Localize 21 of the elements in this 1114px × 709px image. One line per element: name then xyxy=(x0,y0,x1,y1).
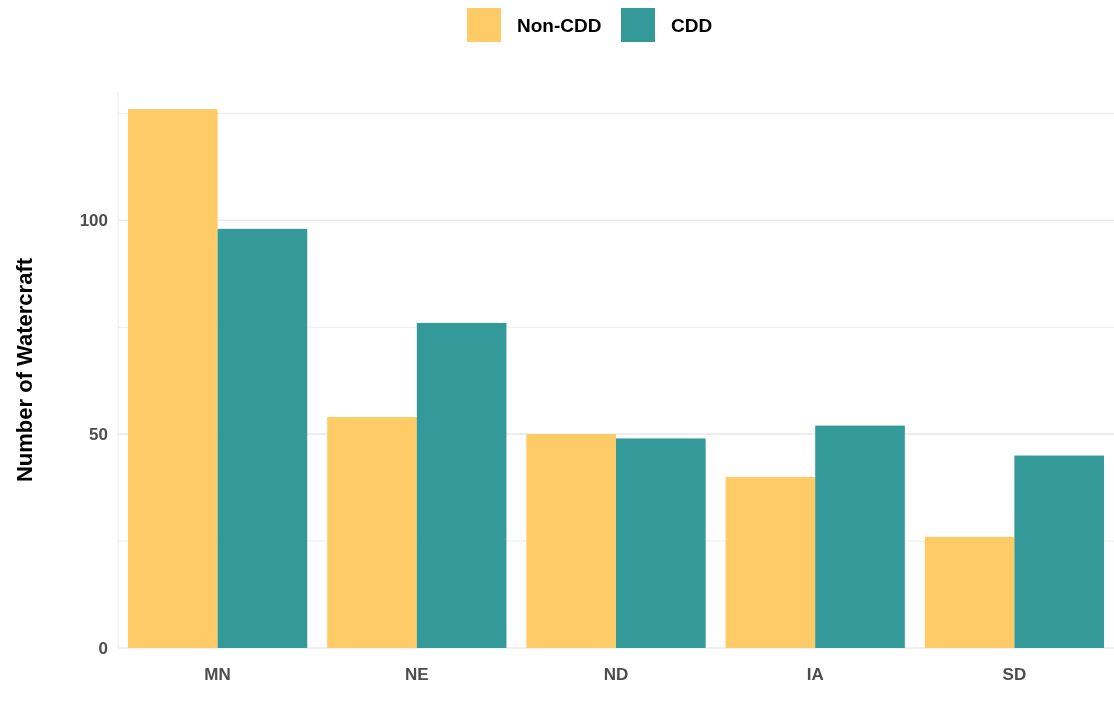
bar xyxy=(127,109,218,648)
x-tick-label: IA xyxy=(806,664,824,684)
bar xyxy=(815,425,905,648)
bar xyxy=(327,417,417,648)
bar xyxy=(725,476,816,648)
x-tick-label: ND xyxy=(603,664,629,684)
y-tick-label: 50 xyxy=(89,425,108,445)
legend-label: CDD xyxy=(671,14,713,36)
bar xyxy=(924,536,1015,648)
y-tick-label: 0 xyxy=(98,638,108,658)
bar xyxy=(217,228,308,648)
x-tick-label: NE xyxy=(404,664,429,684)
y-tick-label: 100 xyxy=(79,211,108,231)
legend-label: Non-CDD xyxy=(517,14,602,36)
y-axis-title: Number of Watercraft xyxy=(12,257,37,483)
bar xyxy=(616,438,706,648)
bar xyxy=(526,434,616,648)
bar xyxy=(416,322,507,648)
bar xyxy=(1014,455,1105,648)
x-tick-label: SD xyxy=(1002,664,1027,684)
x-tick-label: MN xyxy=(204,664,231,684)
